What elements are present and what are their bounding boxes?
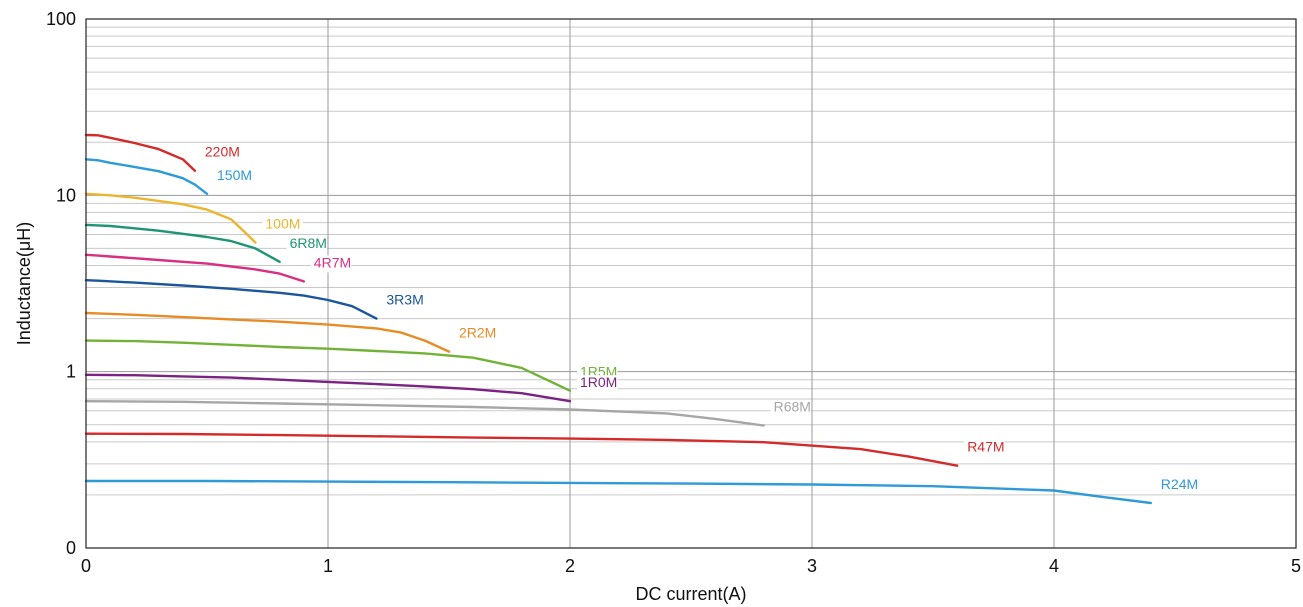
series-label-bg (770, 399, 811, 417)
major-gridlines (85, 18, 1297, 549)
series-label-bg (577, 375, 618, 393)
series-label-bg (383, 292, 424, 310)
y-tick-label: 0 (66, 538, 76, 558)
y-tick-labels: 0 1 10 100 (46, 9, 76, 558)
x-tick-label: 0 (81, 556, 91, 576)
series-label-2r2m: 2R2M (459, 325, 496, 341)
series-label-100m: 100M (265, 216, 300, 232)
series-line-150m (84, 158, 209, 196)
x-tick-label: 1 (323, 556, 333, 576)
series-label-r47m: R47M (967, 439, 1004, 455)
series-label-bg (456, 325, 497, 343)
series-lines (84, 133, 1153, 505)
series-line-220m (84, 133, 197, 172)
series-label-150m: 150M (217, 167, 252, 183)
series-line-100m (84, 192, 257, 244)
series-line-1r0m (84, 373, 572, 403)
series-label-r68m: R68M (774, 399, 811, 415)
series-label-bg (1157, 476, 1199, 494)
series-line-r68m (84, 400, 765, 427)
series-line-r24m (84, 479, 1153, 505)
y-tick-label: 100 (46, 9, 76, 29)
series-label-4r7m: 4R7M (314, 254, 351, 270)
series-label-1r0m: 1R0M (580, 374, 617, 390)
x-tick-label: 5 (1291, 556, 1301, 576)
series-label-bg (201, 144, 243, 162)
series-line-4r7m (84, 253, 305, 283)
series-label-r24m: R24M (1161, 476, 1198, 492)
series-label-bg (286, 235, 327, 253)
series-line-6r8m (84, 223, 281, 263)
series-labels: 220M150M100M6R8M4R7M3R3M2R2M1R5M1R0MR68M… (201, 144, 1199, 494)
series-label-bg (214, 167, 255, 185)
series-line-3r3m (84, 279, 378, 320)
series-label-3r3m: 3R3M (386, 292, 423, 308)
y-tick-label: 10 (56, 185, 76, 205)
x-tick-labels: 0 1 2 3 4 5 (81, 556, 1301, 576)
minor-gridlines (86, 26, 1296, 496)
series-label-bg (262, 216, 303, 234)
series-line-2r2m (84, 311, 451, 353)
x-tick-label: 4 (1049, 556, 1059, 576)
series-line-r47m (84, 432, 959, 467)
series-label-bg (964, 439, 1005, 457)
y-axis-label: Inductance(μH) (14, 222, 34, 345)
series-line-1r5m (84, 339, 572, 392)
x-axis-label: DC current(A) (635, 584, 746, 604)
x-tick-label: 2 (565, 556, 575, 576)
plot-frame (85, 18, 1297, 549)
series-label-220m: 220M (205, 144, 240, 160)
series-label-6r8m: 6R8M (290, 235, 327, 251)
x-tick-label: 3 (807, 556, 817, 576)
series-label-bg (310, 255, 352, 273)
y-tick-label: 1 (66, 362, 76, 382)
